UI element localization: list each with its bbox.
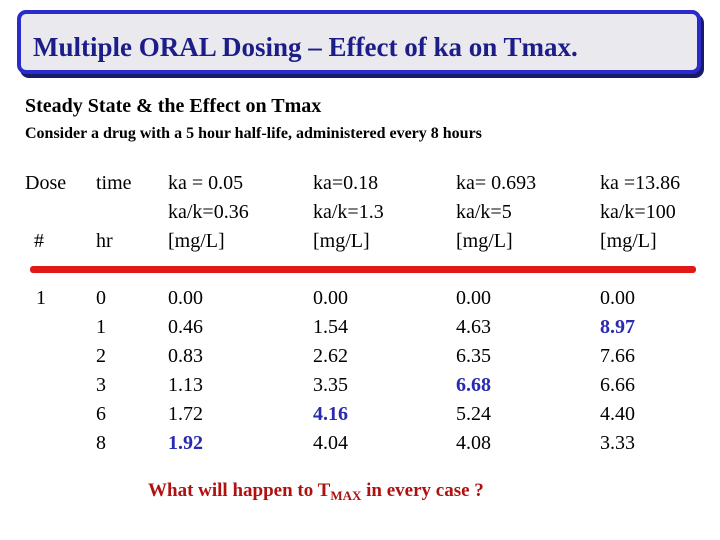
question: What will happen to TMAX in every case ?	[148, 480, 484, 504]
conc-cell: 4.16	[313, 403, 348, 425]
header-ka: ka =13.86	[600, 172, 681, 194]
conc-column-4: 0.00 8.97 7.66 6.66 4.40 3.33	[600, 284, 635, 458]
time-cell: 1	[96, 316, 106, 338]
conc-cell: 5.24	[456, 403, 491, 425]
conc-cell: 0.00	[600, 287, 635, 309]
header-ka: ka = 0.05	[168, 172, 244, 194]
header-case-3: ka= 0.693 ka/k=5 [mg/L]	[456, 169, 536, 256]
time-cell: 0	[96, 287, 106, 309]
question-suffix: in every case ?	[361, 480, 484, 501]
header-ratio: ka/k=0.36	[168, 201, 249, 223]
header-divider	[30, 266, 696, 273]
conc-cell: 1.13	[168, 374, 203, 396]
header-time: time	[96, 172, 132, 194]
header-time-unit: hr	[96, 230, 113, 252]
conc-cell: 0.00	[456, 287, 491, 309]
question-prefix: What will happen to T	[148, 480, 331, 501]
dose-number: 1	[36, 287, 46, 309]
time-cell: 6	[96, 403, 106, 425]
conc-cell: 3.35	[313, 374, 348, 396]
time-cell: 2	[96, 345, 106, 367]
title-box: Multiple ORAL Dosing – Effect of ka on T…	[17, 10, 701, 74]
time-cell: 3	[96, 374, 106, 396]
conc-cell: 0.83	[168, 345, 203, 367]
conc-cell: 8.97	[600, 316, 635, 338]
header-unit: [mg/L]	[313, 230, 370, 252]
header-case-4: ka =13.86 ka/k=100 [mg/L]	[600, 169, 680, 256]
dose-column: 1	[36, 284, 46, 313]
conc-cell: 3.33	[600, 432, 635, 454]
slide-title: Multiple ORAL Dosing – Effect of ka on T…	[33, 32, 578, 62]
conc-cell: 4.63	[456, 316, 491, 338]
question-subscript: MAX	[330, 488, 362, 503]
header-ka: ka= 0.693	[456, 172, 537, 194]
description: Consider a drug with a 5 hour half-life,…	[25, 125, 482, 142]
time-cell: 8	[96, 432, 106, 454]
time-column: 0 1 2 3 6 8	[96, 284, 106, 458]
header-unit: [mg/L]	[600, 230, 657, 252]
subtitle: Steady State & the Effect on Tmax	[25, 95, 322, 117]
header-ratio: ka/k=5	[456, 201, 512, 223]
header-unit: [mg/L]	[456, 230, 513, 252]
conc-cell: 1.92	[168, 432, 203, 454]
conc-cell: 4.04	[313, 432, 348, 454]
conc-cell: 7.66	[600, 345, 635, 367]
header-unit: [mg/L]	[168, 230, 225, 252]
header-dose-unit: #	[34, 230, 44, 252]
conc-cell: 4.40	[600, 403, 635, 425]
header-dose: Dose	[25, 172, 67, 194]
header-ratio: ka/k=1.3	[313, 201, 384, 223]
conc-column-2: 0.00 1.54 2.62 3.35 4.16 4.04	[313, 284, 348, 458]
header-ratio: ka/k=100	[600, 201, 676, 223]
header-case-1: ka = 0.05 ka/k=0.36 [mg/L]	[168, 169, 249, 256]
conc-cell: 1.54	[313, 316, 348, 338]
conc-cell: 0.46	[168, 316, 203, 338]
conc-cell: 0.00	[168, 287, 203, 309]
conc-cell: 2.62	[313, 345, 348, 367]
conc-cell: 1.72	[168, 403, 203, 425]
conc-column-1: 0.00 0.46 0.83 1.13 1.72 1.92	[168, 284, 203, 458]
header-case-2: ka=0.18 ka/k=1.3 [mg/L]	[313, 169, 384, 256]
conc-cell: 4.08	[456, 432, 491, 454]
header-ka: ka=0.18	[313, 172, 379, 194]
conc-cell: 6.68	[456, 374, 491, 396]
conc-cell: 6.35	[456, 345, 491, 367]
conc-cell: 0.00	[313, 287, 348, 309]
conc-column-3: 0.00 4.63 6.35 6.68 5.24 4.08	[456, 284, 491, 458]
conc-cell: 6.66	[600, 374, 635, 396]
